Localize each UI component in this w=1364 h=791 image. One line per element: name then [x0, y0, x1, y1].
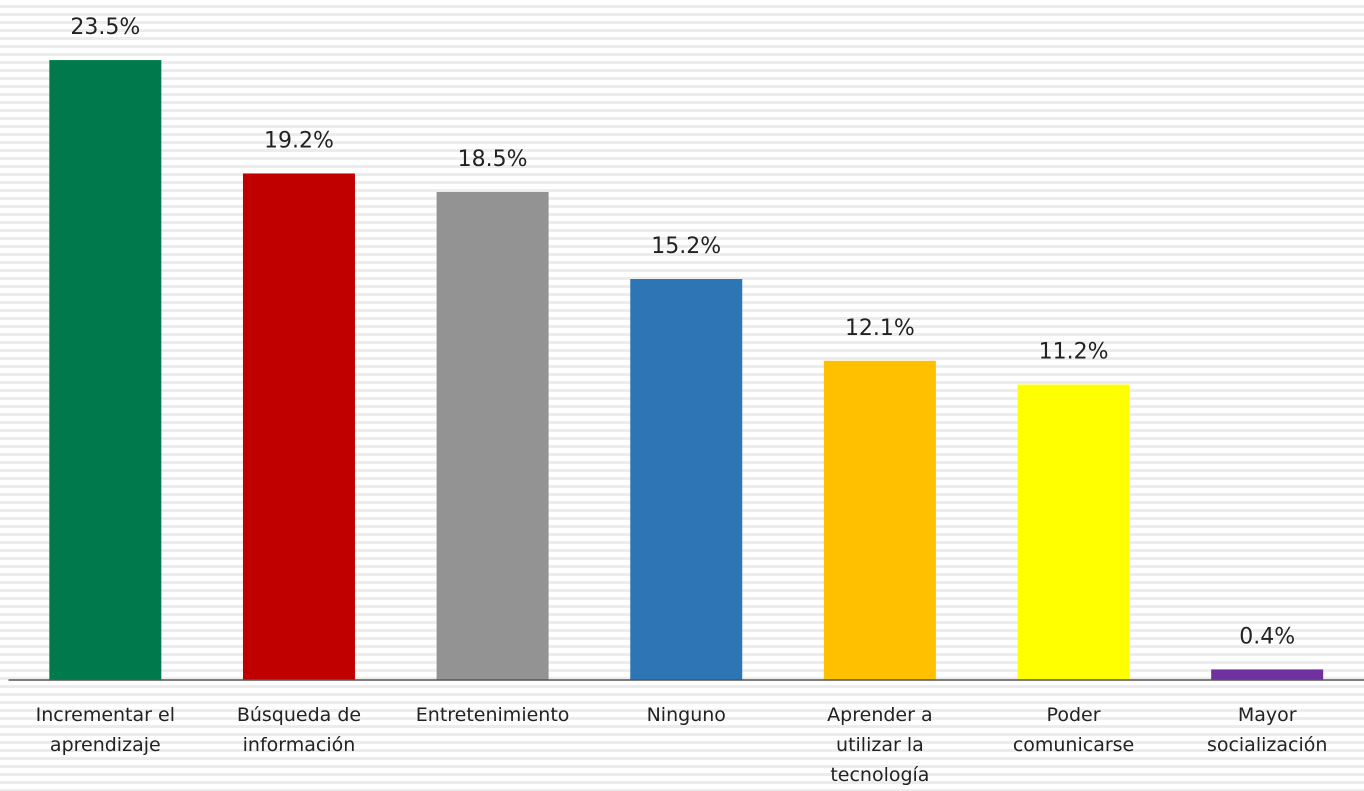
x-tick-label: Incrementar el aprendizaje [35, 704, 175, 756]
bar [1211, 669, 1324, 680]
data-label: 12.1% [845, 316, 915, 341]
bar [630, 279, 743, 680]
x-tick-label: Búsqueda de información [236, 704, 362, 756]
x-tick-label: Ninguno [646, 704, 726, 726]
x-tick-label: Poder comunicarse [1012, 704, 1135, 756]
x-tick-label: Aprender a utilizar la tecnología [827, 704, 933, 786]
data-label: 0.4% [1239, 624, 1295, 649]
data-label: 18.5% [458, 147, 528, 172]
data-label: 19.2% [264, 129, 334, 154]
data-label: 15.2% [651, 234, 721, 259]
x-tick-label: Mayor socialización [1206, 704, 1328, 756]
data-label: 11.2% [1039, 340, 1109, 365]
bar [242, 173, 355, 680]
bar [49, 60, 162, 680]
data-label: 23.5% [70, 15, 140, 40]
bar [1017, 384, 1130, 680]
bar [823, 360, 936, 680]
bar [436, 191, 549, 680]
x-tick-label: Entretenimiento [415, 704, 570, 726]
